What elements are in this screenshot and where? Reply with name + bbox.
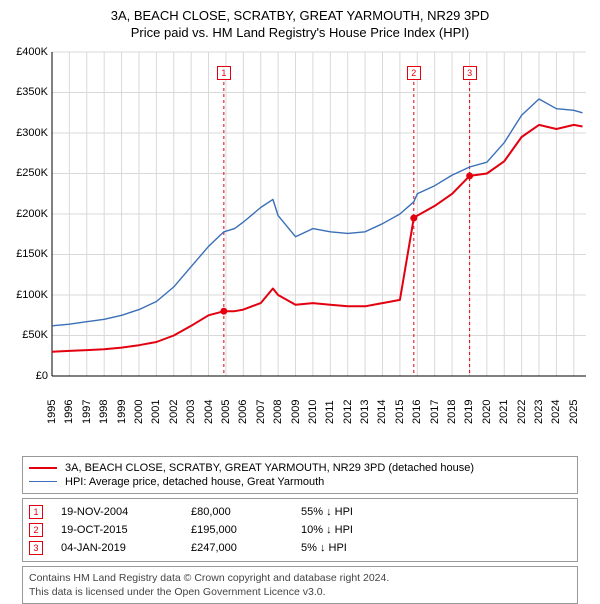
event-number-box: 3 xyxy=(29,541,43,555)
legend-box: 3A, BEACH CLOSE, SCRATBY, GREAT YARMOUTH… xyxy=(22,456,578,494)
event-hpi-delta: 10% ↓ HPI xyxy=(301,524,353,536)
x-axis-label: 2015 xyxy=(394,380,406,424)
footer-line-2: This data is licensed under the Open Gov… xyxy=(29,585,571,599)
event-row: 2 19-OCT-2015£195,00010% ↓ HPI xyxy=(29,521,571,539)
x-axis-label: 2006 xyxy=(237,380,249,424)
event-price: £80,000 xyxy=(191,506,301,518)
x-axis-label: 2011 xyxy=(324,380,336,424)
events-box: 1 19-NOV-2004£80,00055% ↓ HPI 2 19-OCT-2015… xyxy=(22,498,578,562)
x-axis-label: 2017 xyxy=(429,380,441,424)
x-axis-label: 2018 xyxy=(446,380,458,424)
x-axis-label: 2012 xyxy=(342,380,354,424)
legend-swatch xyxy=(29,481,57,482)
legend-row: 3A, BEACH CLOSE, SCRATBY, GREAT YARMOUTH… xyxy=(29,461,571,475)
x-axis-label: 1999 xyxy=(116,380,128,424)
event-price: £247,000 xyxy=(191,542,301,554)
y-axis-label: £50K xyxy=(8,329,48,341)
legend-swatch xyxy=(29,467,57,469)
y-axis-label: £150K xyxy=(8,248,48,260)
event-date: 19-OCT-2015 xyxy=(61,524,191,536)
x-axis-label: 1995 xyxy=(46,380,58,424)
legend-row: HPI: Average price, detached house, Grea… xyxy=(29,475,571,489)
event-price: £195,000 xyxy=(191,524,301,536)
x-axis-label: 1997 xyxy=(81,380,93,424)
x-axis-label: 2005 xyxy=(220,380,232,424)
x-axis-label: 2008 xyxy=(272,380,284,424)
x-axis-label: 2009 xyxy=(290,380,302,424)
chart-area: £0 £50K £100K £150K £200K £250K £300K £350K £400… xyxy=(10,46,590,416)
y-axis-label: £300K xyxy=(8,127,48,139)
event-number-box: 2 xyxy=(29,523,43,537)
x-axis-label: 2020 xyxy=(481,380,493,424)
y-axis-label: £350K xyxy=(8,86,48,98)
footer-box: Contains HM Land Registry data © Crown c… xyxy=(22,566,578,604)
x-axis-label: 2021 xyxy=(498,380,510,424)
title-line-2: Price paid vs. HM Land Registry's House … xyxy=(10,25,590,42)
event-marker-1: 1 xyxy=(217,66,231,80)
x-axis-label: 2025 xyxy=(568,380,580,424)
event-marker-3: 3 xyxy=(463,66,477,80)
x-axis-label: 2001 xyxy=(150,380,162,424)
x-axis-label: 2023 xyxy=(533,380,545,424)
x-axis-label: 2007 xyxy=(255,380,267,424)
event-row: 3 04-JAN-2019£247,0005% ↓ HPI xyxy=(29,539,571,557)
event-date: 04-JAN-2019 xyxy=(61,542,191,554)
y-axis-label: £0 xyxy=(8,370,48,382)
x-axis-label: 2024 xyxy=(550,380,562,424)
chart-title: 3A, BEACH CLOSE, SCRATBY, GREAT YARMOUTH… xyxy=(10,8,590,42)
chart-container: 3A, BEACH CLOSE, SCRATBY, GREAT YARMOUTH… xyxy=(0,0,600,590)
event-hpi-delta: 55% ↓ HPI xyxy=(301,506,353,518)
event-row: 1 19-NOV-2004£80,00055% ↓ HPI xyxy=(29,503,571,521)
event-marker-2: 2 xyxy=(407,66,421,80)
y-axis-label: £400K xyxy=(8,46,48,58)
footer-line-1: Contains HM Land Registry data © Crown c… xyxy=(29,571,571,585)
event-hpi-delta: 5% ↓ HPI xyxy=(301,542,347,554)
event-date: 19-NOV-2004 xyxy=(61,506,191,518)
legend-label: HPI: Average price, detached house, Grea… xyxy=(65,476,324,488)
event-number-box: 1 xyxy=(29,505,43,519)
line-chart-svg xyxy=(10,46,590,416)
x-axis-label: 2016 xyxy=(411,380,423,424)
x-axis-label: 2004 xyxy=(203,380,215,424)
x-axis-label: 1998 xyxy=(98,380,110,424)
x-axis-label: 2014 xyxy=(376,380,388,424)
x-axis-label: 1996 xyxy=(63,380,75,424)
x-axis-label: 2002 xyxy=(168,380,180,424)
x-axis-label: 2003 xyxy=(185,380,197,424)
y-axis-label: £100K xyxy=(8,289,48,301)
y-axis-label: £200K xyxy=(8,208,48,220)
y-axis-label: £250K xyxy=(8,167,48,179)
title-line-1: 3A, BEACH CLOSE, SCRATBY, GREAT YARMOUTH… xyxy=(10,8,590,25)
x-axis-label: 2010 xyxy=(307,380,319,424)
x-axis-label: 2022 xyxy=(516,380,528,424)
x-axis-label: 2000 xyxy=(133,380,145,424)
x-axis-label: 2019 xyxy=(463,380,475,424)
x-axis-label: 2013 xyxy=(359,380,371,424)
legend-label: 3A, BEACH CLOSE, SCRATBY, GREAT YARMOUTH… xyxy=(65,462,474,474)
